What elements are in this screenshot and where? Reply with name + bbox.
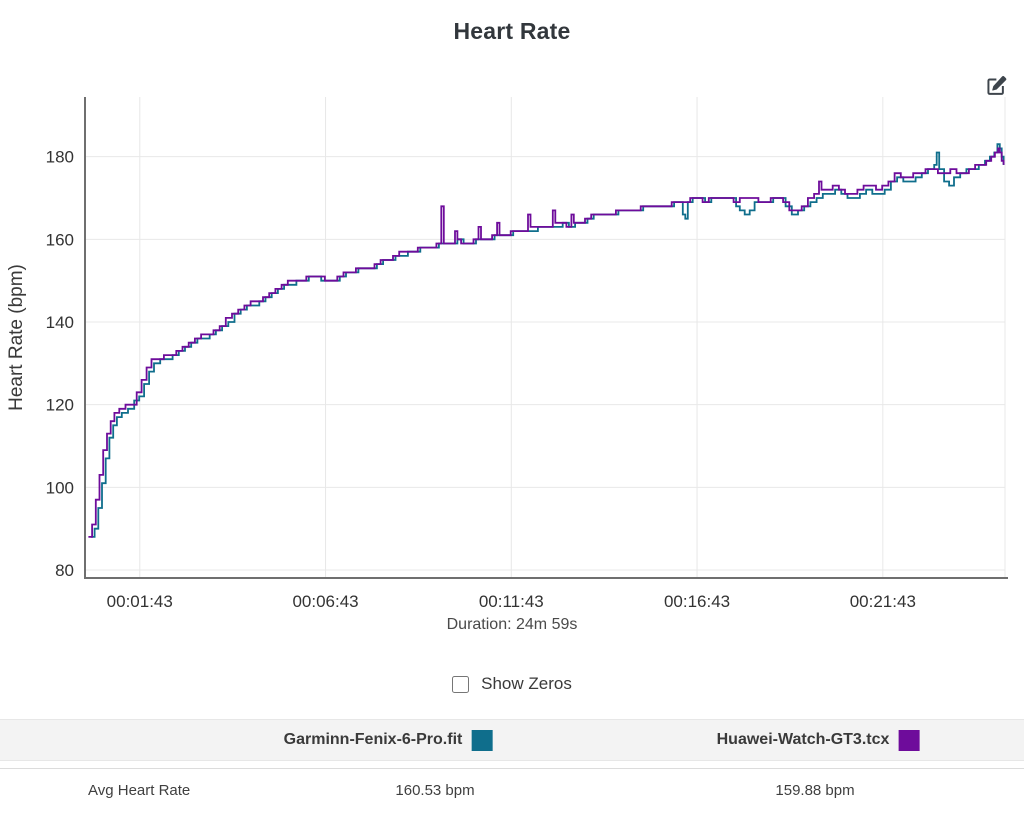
svg-text:00:16:43: 00:16:43: [664, 592, 730, 611]
garmin-color-swatch: [471, 729, 493, 751]
legend-item-huawei[interactable]: Huawei-Watch-GT3.tcx: [717, 720, 920, 760]
svg-text:Heart Rate (bpm): Heart Rate (bpm): [6, 264, 27, 411]
svg-text:100: 100: [46, 478, 74, 497]
avg-heart-rate-row: Avg Heart Rate 160.53 bpm 159.88 bpm: [0, 768, 1024, 813]
svg-text:00:11:43: 00:11:43: [479, 592, 544, 611]
metric-label: Avg Heart Rate: [88, 782, 191, 799]
show-zeros-checkbox[interactable]: [452, 675, 470, 693]
edit-chart-button[interactable]: [984, 76, 1008, 100]
show-zeros-control: Show Zeros: [0, 674, 1024, 694]
svg-text:160: 160: [46, 230, 74, 249]
huawei-avg-value: 159.88 bpm: [775, 782, 855, 799]
svg-text:00:01:43: 00:01:43: [107, 592, 173, 611]
legend-label-garmin: Garminn-Fenix-6-Pro.fit: [283, 731, 463, 748]
huawei-color-swatch: [898, 729, 920, 751]
svg-text:00:21:43: 00:21:43: [850, 592, 916, 611]
garmin-avg-value: 160.53 bpm: [395, 782, 475, 799]
legend-item-garmin[interactable]: Garminn-Fenix-6-Pro.fit: [284, 720, 493, 760]
svg-text:140: 140: [46, 313, 74, 332]
heart-rate-line-chart[interactable]: 80 100 120 140 160 180 00:01:43 00:06:43 00:11:4…: [0, 0, 1024, 660]
show-zeros-label[interactable]: Show Zeros: [481, 674, 572, 693]
legend-header-row: Garminn-Fenix-6-Pro.fit Huawei-Watch-GT3…: [0, 719, 1024, 761]
page-title: Heart Rate: [453, 18, 571, 44]
svg-text:80: 80: [55, 561, 74, 580]
edit-icon: [986, 76, 1007, 100]
svg-text:00:06:43: 00:06:43: [292, 592, 358, 611]
x-axis-label: Duration: 24m 59s: [446, 616, 578, 633]
legend-label-huawei: Huawei-Watch-GT3.tcx: [716, 731, 890, 748]
svg-text:180: 180: [46, 148, 74, 167]
svg-text:120: 120: [46, 396, 74, 415]
